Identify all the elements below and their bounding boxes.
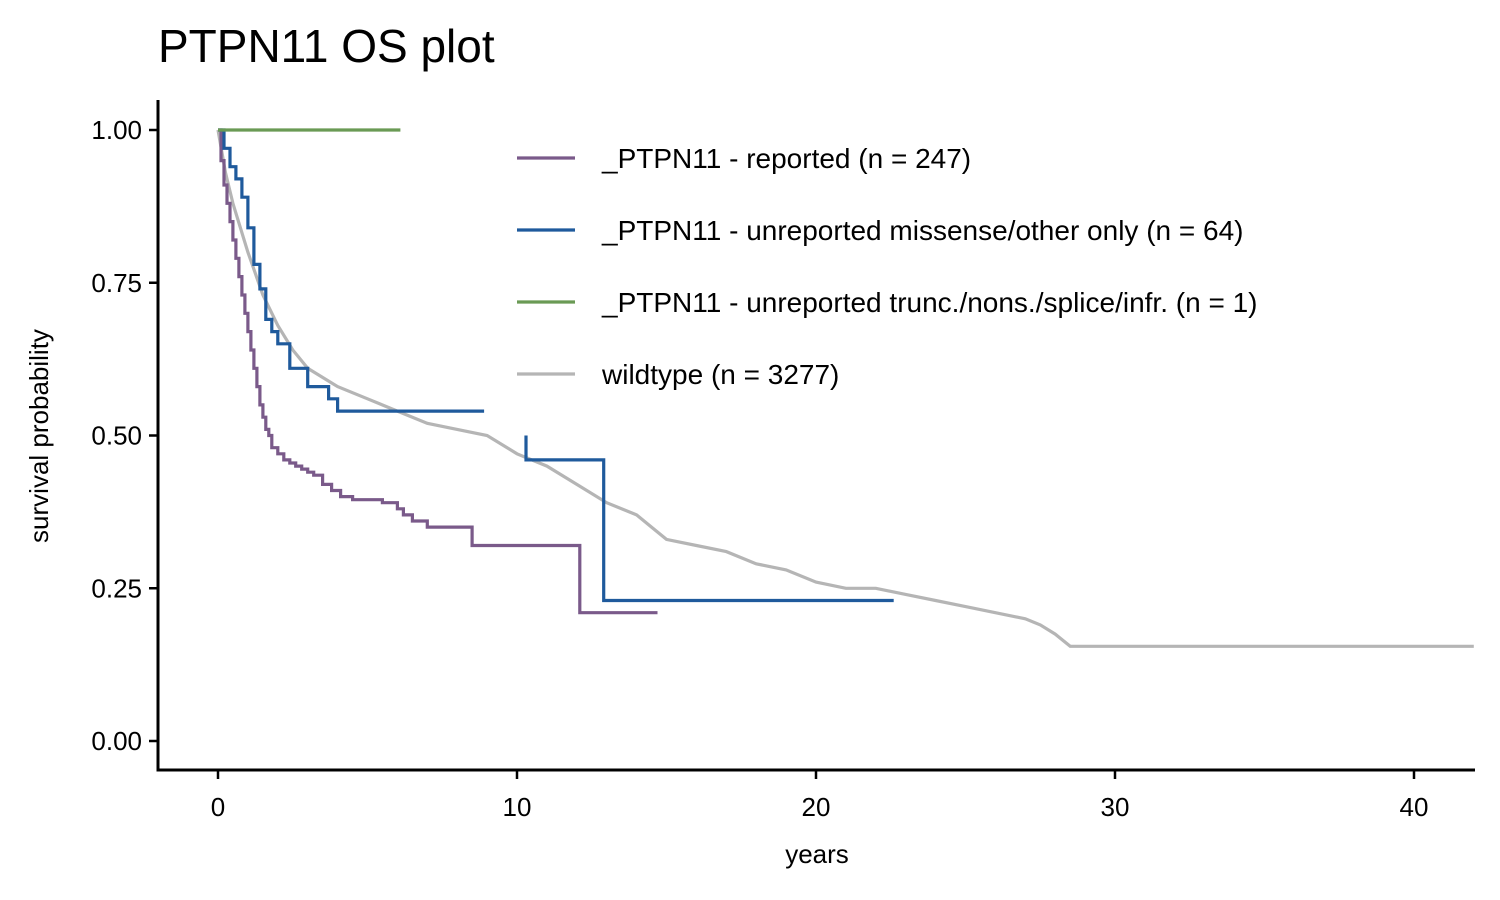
x-tick-label: 20 bbox=[802, 792, 831, 822]
series-line-0 bbox=[218, 128, 658, 615]
legend-label: _PTPN11 - unreported trunc./nons./splice… bbox=[601, 287, 1257, 318]
x-tick-label: 0 bbox=[211, 792, 225, 822]
x-tick-label: 10 bbox=[503, 792, 532, 822]
y-tick-label: 0.75 bbox=[91, 268, 142, 298]
x-tick-label: 30 bbox=[1101, 792, 1130, 822]
x-axis-label: years bbox=[785, 839, 849, 869]
chart-title: PTPN11 OS plot bbox=[158, 20, 495, 72]
series-line-1 bbox=[218, 128, 485, 413]
y-tick-label: 1.00 bbox=[91, 115, 142, 145]
y-tick-label: 0.50 bbox=[91, 421, 142, 451]
legend-label: wildtype (n = 3277) bbox=[601, 359, 839, 390]
plot-lines bbox=[216, 128, 1474, 648]
series-line-3 bbox=[216, 129, 1474, 648]
x-tick-label: 40 bbox=[1400, 792, 1429, 822]
legend-label: _PTPN11 - reported (n = 247) bbox=[601, 143, 971, 174]
axes: 0.00 0.25 0.50 0.75 1.00 0 10 20 30 40 bbox=[91, 100, 1475, 822]
y-tick-label: 0.25 bbox=[91, 573, 142, 603]
legend-label: _PTPN11 - unreported missense/other only… bbox=[601, 215, 1243, 246]
y-axis-label: survival probability bbox=[24, 329, 54, 543]
y-tick-label: 0.00 bbox=[91, 726, 142, 756]
series-line-1-tail bbox=[524, 435, 894, 603]
legend: _PTPN11 - reported (n = 247) _PTPN11 - un… bbox=[517, 143, 1257, 390]
